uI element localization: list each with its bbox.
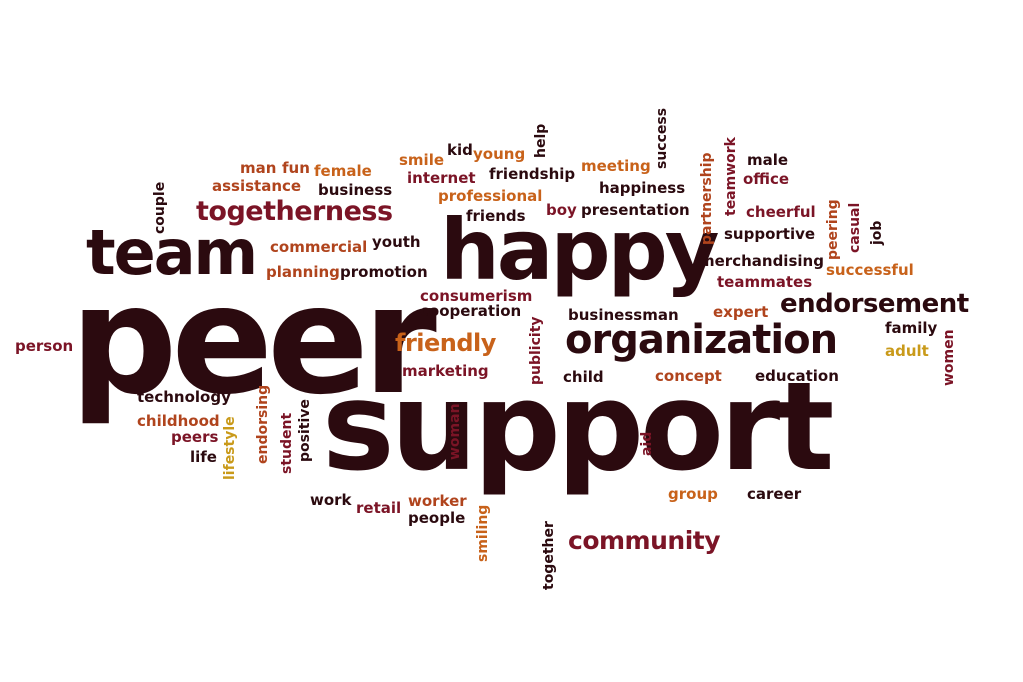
word-togetherness: togetherness (196, 196, 393, 227)
word-partnership: partnership (699, 152, 715, 245)
word-assistance: assistance (212, 177, 302, 195)
word-couple: couple (152, 181, 168, 234)
word-smiling-wrap: smiling (475, 505, 533, 576)
word-career: career (747, 485, 802, 503)
word-businessman: businessman (568, 306, 679, 324)
word-group: group (668, 485, 718, 503)
word-together: together (541, 521, 557, 590)
word-consumerism: consumerism (420, 287, 533, 305)
word-cooperation: cooperation (420, 302, 522, 320)
word-youth: youth (372, 233, 421, 251)
word-team: team (86, 216, 258, 289)
word-business: business (318, 181, 393, 199)
word-women: women (941, 329, 957, 386)
word-support: support (322, 356, 834, 498)
word-promotion: promotion (340, 263, 428, 281)
word-women-wrap: women (941, 329, 999, 400)
word-peers: peers (171, 428, 219, 446)
word-retail: retail (356, 499, 402, 517)
word-organization: organization (565, 317, 838, 363)
word-education: education (755, 367, 839, 385)
word-endorsement: endorsement (780, 289, 969, 319)
word-merchandising: merchandising (699, 252, 824, 270)
word-positive-wrap: positive (297, 399, 361, 476)
word-technology: technology (137, 388, 231, 406)
word-cheerful: cheerful (746, 203, 816, 221)
word-meeting: meeting (581, 157, 651, 175)
word-peer: peer (70, 254, 437, 428)
word-couple-wrap: couple (152, 182, 205, 248)
word-professional: professional (438, 187, 543, 205)
word-worker: worker (408, 492, 467, 510)
word-smile: smile (399, 151, 445, 169)
word-internet: internet (407, 169, 476, 187)
word-office: office (743, 170, 790, 188)
word-woman-wrap: woman (447, 403, 505, 474)
word-family: family (885, 319, 938, 337)
word-planning: planning (266, 263, 340, 281)
word-teamwork-wrap: teamwork (723, 137, 803, 230)
word-female: female (314, 162, 372, 180)
word-concept: concept (655, 367, 722, 385)
word-publicity: publicity (528, 316, 544, 385)
word-expert: expert (713, 303, 769, 321)
word-community: community (568, 526, 721, 555)
word-casual: casual (847, 202, 863, 253)
word-partnership-wrap: partnership (699, 152, 793, 259)
word-people: people (408, 509, 466, 527)
word-lifestyle-wrap: lifestyle (222, 416, 287, 494)
word-presentation: presentation (581, 201, 690, 219)
word-childhood: childhood (137, 412, 220, 430)
word-successful: successful (826, 261, 914, 279)
word-peering: peering (825, 199, 841, 260)
word-positive: positive (297, 399, 313, 462)
word-aid: aid (639, 431, 655, 456)
word-teammates: teammates (717, 273, 813, 291)
word-person: person (15, 337, 74, 355)
word-help-wrap: help (533, 124, 568, 172)
word-job-wrap: job (869, 221, 894, 259)
word-publicity-wrap: publicity (528, 316, 598, 399)
word-male: male (747, 151, 789, 169)
word-aid-wrap: aid (639, 432, 664, 470)
word-life: life (190, 448, 217, 466)
word-friendship: friendship (489, 165, 576, 183)
word-student: student (279, 412, 295, 474)
word-kid: kid (447, 141, 473, 159)
word-work: work (310, 491, 352, 509)
word-fun: fun (282, 159, 310, 177)
word-marketing: marketing (402, 362, 489, 380)
word-teamwork: teamwork (723, 137, 739, 216)
word-young: young (473, 145, 526, 163)
word-success: success (654, 107, 670, 169)
word-child: child (563, 368, 604, 386)
word-happiness: happiness (599, 179, 686, 197)
word-man: man (240, 159, 277, 177)
word-endorsing: endorsing (255, 384, 271, 464)
word-supportive: supportive (724, 225, 816, 243)
word-adult: adult (885, 342, 929, 360)
word-happy: happy (440, 201, 719, 299)
word-boy: boy (546, 201, 577, 219)
word-woman: woman (447, 403, 463, 460)
word-friends: friends (466, 207, 526, 225)
word-friendly: friendly (395, 329, 496, 357)
word-together-wrap: together (541, 521, 611, 604)
word-help: help (533, 123, 549, 158)
word-lifestyle: lifestyle (222, 416, 238, 480)
word-commercial: commercial (270, 238, 368, 256)
word-smiling: smiling (475, 504, 491, 562)
word-job: job (869, 220, 885, 245)
